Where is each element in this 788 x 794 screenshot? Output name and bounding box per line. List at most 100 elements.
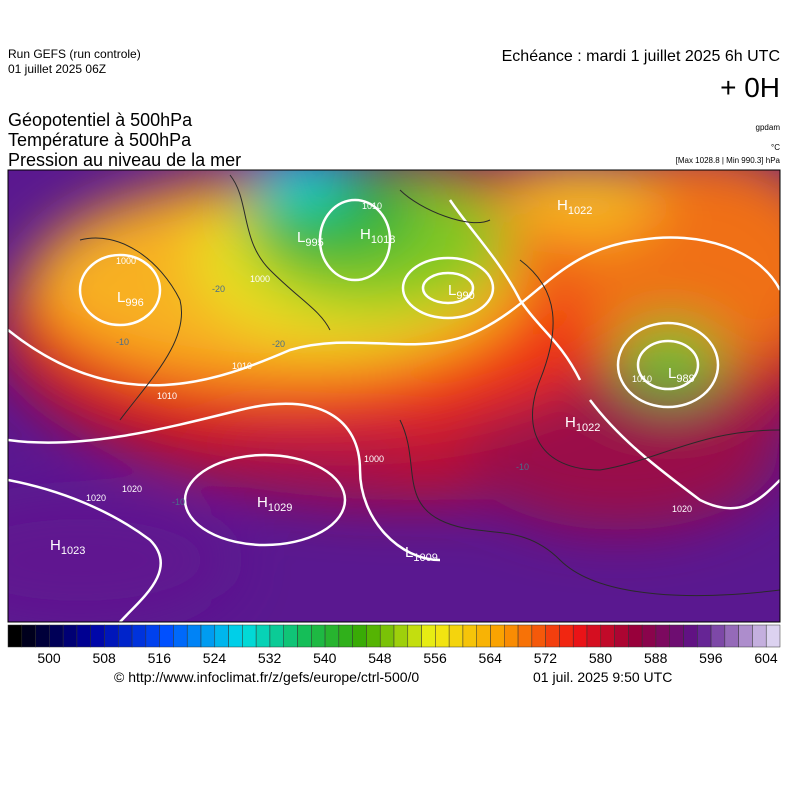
run-date: 01 juillet 2025 06Z: [8, 62, 106, 76]
temperature-label: -20: [212, 284, 225, 294]
colorbar-cell: [683, 624, 698, 648]
colorbar-cell: [173, 624, 188, 648]
colorbar-label: 572: [534, 650, 558, 666]
colorbar-cell: [545, 624, 560, 648]
colorbar-cell: [710, 624, 726, 648]
colorbar-cell: [655, 624, 670, 648]
map: [8, 170, 780, 622]
isobar-label: 1020: [672, 504, 692, 514]
pressure-center: L990: [448, 282, 475, 302]
colorbar-cell: [131, 624, 147, 648]
colorbar-cell: [242, 624, 257, 648]
center-value: 996: [125, 297, 143, 309]
colorbar-label: 500: [37, 650, 61, 666]
colorbar-label: 508: [92, 650, 116, 666]
unit: gpdam: [756, 123, 781, 132]
colorbar-cell: [600, 624, 615, 648]
colorbar-cell: [435, 624, 450, 648]
colorbar-cell: [448, 624, 464, 648]
colorbar-cell: [490, 624, 505, 648]
center-letter: L: [448, 282, 456, 299]
colorbar-cell: [352, 624, 367, 648]
colorbar-label: 588: [644, 650, 668, 666]
temperature-label: -20: [272, 339, 285, 349]
colorbar-cell: [283, 624, 298, 648]
colorbar-cell: [186, 624, 202, 648]
colorbar-cell: [476, 624, 491, 648]
center-value: 989: [676, 373, 694, 385]
center-letter: H: [557, 197, 568, 214]
colorbar-cell: [407, 624, 422, 648]
colorbar-cell: [76, 624, 91, 648]
colorbar-cell: [7, 624, 23, 648]
colorbar-label: 548: [368, 650, 392, 666]
colorbar-cell: [559, 624, 574, 648]
colorbar-cell: [228, 624, 243, 648]
isobar-label: 1020: [122, 484, 142, 494]
center-value: 990: [456, 290, 474, 302]
pressure-center: L1009: [405, 544, 438, 564]
isobar-label: 1010: [232, 361, 252, 371]
colorbar-cell: [324, 624, 340, 648]
colorbar-cell: [255, 624, 271, 648]
offset: + 0H: [720, 72, 780, 103]
colorbar-cell: [628, 624, 643, 648]
colorbar-label: 532: [258, 650, 282, 666]
pressure-center: H1029: [257, 494, 292, 514]
temperature-label: -10: [172, 497, 185, 507]
center-value: 1009: [413, 552, 437, 564]
colorbar-cell: [572, 624, 588, 648]
colorbar-cell: [338, 624, 353, 648]
colorbar-cell: [504, 624, 519, 648]
map-frame: [7, 169, 781, 623]
colorbar-cell: [765, 624, 781, 648]
center-letter: H: [257, 494, 268, 511]
colorbar-cell: [517, 624, 533, 648]
colorbar: 500 508 516 524 532 540 548 556 564 572 580 588 596 6…: [7, 624, 781, 666]
colorbar-cell: [90, 624, 105, 648]
unit: °C: [771, 143, 780, 152]
colorbar-cell: [159, 624, 174, 648]
pressure-center: H1022: [565, 414, 600, 434]
colorbar-label: 556: [423, 650, 447, 666]
echeance: Echéance : mardi 1 juillet 2025 6h UTC: [502, 48, 780, 65]
colorbar-cell: [21, 624, 36, 648]
colorbar-cell: [104, 624, 119, 648]
colorbar-cell: [214, 624, 229, 648]
center-value: 1023: [61, 545, 85, 557]
center-value: 995: [305, 237, 323, 249]
colorbar-label: 580: [589, 650, 613, 666]
center-letter: L: [405, 544, 413, 561]
colorbar-cell: [531, 624, 546, 648]
center-value: 1022: [576, 422, 600, 434]
temperature-label: -10: [116, 337, 129, 347]
colorbar-cell: [614, 624, 629, 648]
colorbar-cell: [462, 624, 477, 648]
isobar-label: 1010: [632, 374, 652, 384]
colorbar-cell: [145, 624, 160, 648]
colorbar-cell: [118, 624, 133, 648]
center-letter: L: [668, 365, 676, 382]
colorbar-cell: [641, 624, 657, 648]
colorbar-cell: [297, 624, 312, 648]
pressure-center: L995: [297, 229, 324, 249]
colorbar-cell: [393, 624, 409, 648]
field-title: Géopotentiel à 500hPa: [8, 110, 193, 130]
isobar-label: 1000: [250, 274, 270, 284]
colorbar-label: 604: [754, 650, 778, 666]
center-value: 1029: [268, 502, 292, 514]
center-value: 1022: [568, 205, 592, 217]
colorbar-cell: [738, 624, 753, 648]
generated: 01 juil. 2025 9:50 UTC: [533, 669, 672, 685]
run-name: Run GEFS (run controle): [8, 47, 141, 61]
colorbar-cell: [269, 624, 284, 648]
source: © http://www.infoclimat.fr/z/gefs/europe…: [114, 669, 419, 685]
colorbar-cell: [586, 624, 602, 648]
colorbar-cell: [379, 624, 395, 648]
colorbar-label: 516: [148, 650, 172, 666]
colorbar-cell: [366, 624, 381, 648]
colorbar-cell: [752, 624, 767, 648]
isobar-label: 1000: [364, 454, 384, 464]
colorbar-cell: [697, 624, 712, 648]
